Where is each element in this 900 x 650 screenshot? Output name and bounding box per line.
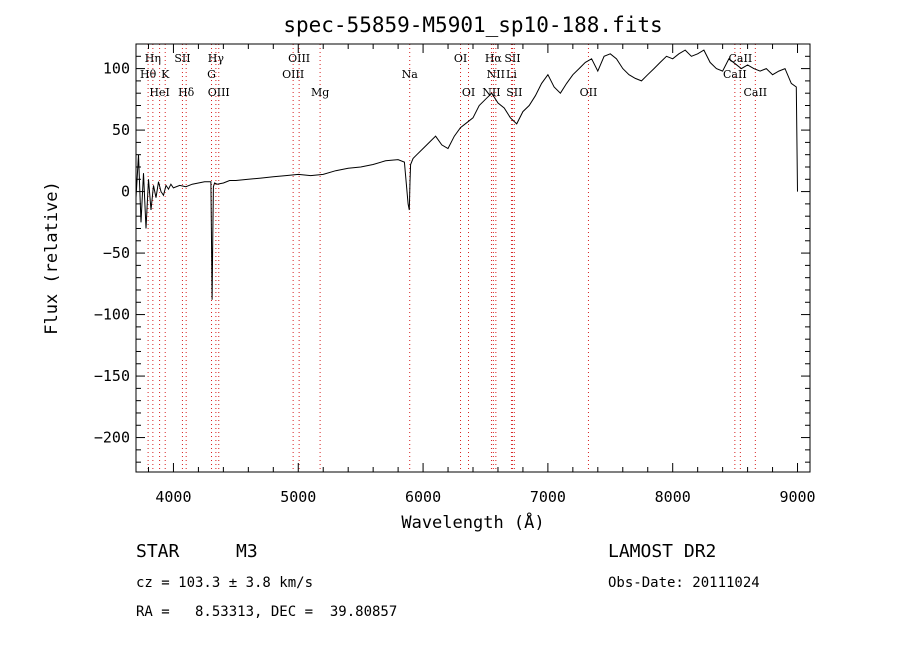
spectral-line-label: HeI (149, 86, 169, 99)
spectral-line-label: Hα (485, 52, 503, 65)
spectral-line-label: Hη (145, 52, 161, 65)
x-tick-label: 8000 (655, 488, 691, 506)
y-tick-label: −150 (94, 367, 130, 385)
spectral-line-label: CaII (729, 52, 753, 65)
x-tick-label: 7000 (530, 488, 566, 506)
spectral-line-label: NII (487, 68, 505, 81)
spectral-line-label: Hθ (140, 68, 157, 81)
x-tick-label: 5000 (280, 488, 316, 506)
spectral-line-label: OII (580, 86, 598, 99)
spectral-line-label: K (161, 68, 170, 81)
sky-coordinates: RA = 8.53313, DEC = 39.80857 (136, 604, 398, 620)
spectral-line-label: OI (454, 52, 467, 65)
x-axis-ticks: 4000 5000 6000 7000 8000 9000 (147, 44, 816, 506)
chart-title: spec-55859-M5901_sp10-188.fits (283, 13, 662, 37)
spectral-line-label: Mg (311, 86, 329, 99)
spectral-line-label: G (207, 68, 216, 81)
spectral-line-label: Na (402, 68, 419, 81)
y-tick-label: 100 (103, 60, 130, 78)
spectral-line-label: Li (506, 68, 517, 81)
spectral-line-label: OI (462, 86, 475, 99)
spectral-line-label: Hγ (208, 52, 225, 65)
spectral-line-label: SII (174, 52, 190, 65)
spectral-line-label: NII (482, 86, 500, 99)
x-tick-label: 4000 (155, 488, 191, 506)
object-class: STAR (136, 541, 180, 562)
redshift-velocity: cz = 103.3 ± 3.8 km/s (136, 575, 314, 591)
y-tick-label: −100 (94, 306, 130, 324)
spectral-line-label: OIII (288, 52, 310, 65)
spectral-line-label: OIII (282, 68, 304, 81)
y-tick-label: −200 (94, 429, 130, 447)
spectral-line-label: OIII (208, 86, 230, 99)
y-axis-ticks: −200 −150 −100 −50 0 50 100 (94, 55, 810, 463)
spectral-line-markers (147, 44, 756, 472)
survey-name: LAMOST DR2 (608, 541, 717, 562)
spectral-line-label: SII (504, 52, 520, 65)
spectrum-chart: spec-55859-M5901_sp10-188.fits HηHθHeIKS… (42, 13, 816, 533)
y-tick-label: 0 (121, 183, 130, 201)
spectral-line-label: SII (506, 86, 522, 99)
spectral-line-label: CaII (723, 68, 747, 81)
spectrum-series-line (135, 49, 798, 300)
object-subclass: M3 (236, 541, 258, 562)
spectral-line-label: CaII (743, 86, 767, 99)
observation-date: Obs-Date: 20111024 (608, 575, 760, 591)
y-axis-label: Flux (relative) (42, 181, 62, 335)
y-tick-label: −50 (103, 244, 130, 262)
x-tick-label: 6000 (405, 488, 441, 506)
plot-frame (135, 43, 811, 473)
x-axis-label: Wavelength (Å) (401, 511, 544, 533)
spectral-line-label: Hδ (178, 86, 195, 99)
x-tick-label: 9000 (779, 488, 815, 506)
y-tick-label: 50 (112, 121, 130, 139)
